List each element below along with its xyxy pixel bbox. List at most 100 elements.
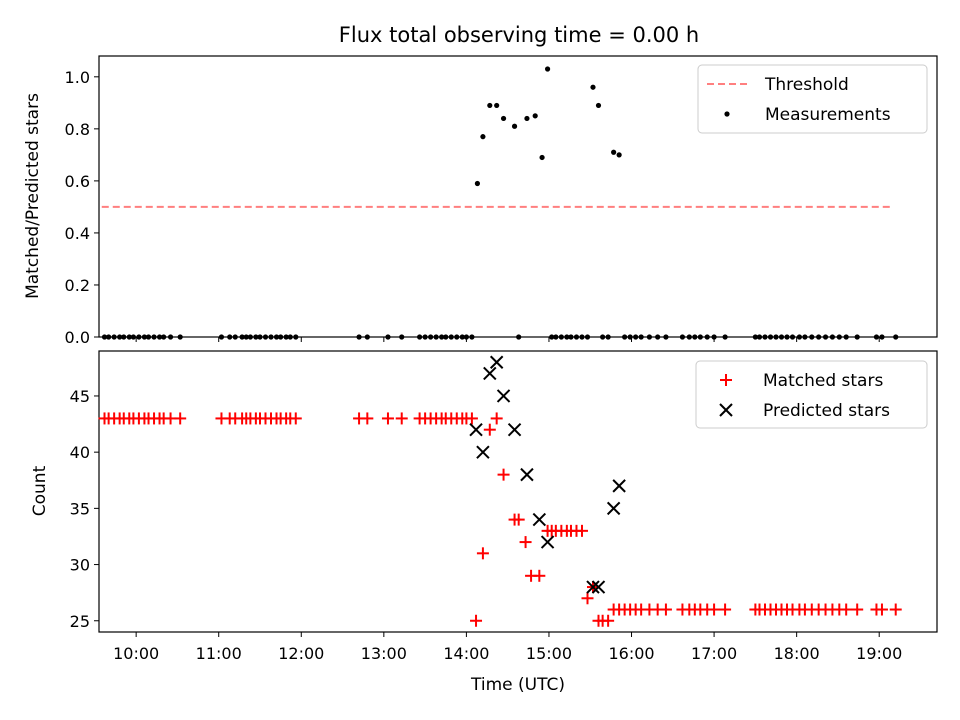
matched-star-point [465, 412, 478, 425]
measurement-point [151, 334, 157, 340]
measurement-point [232, 334, 238, 340]
measurement-point [273, 334, 280, 340]
measurement-point [762, 334, 768, 340]
measurement-point [711, 334, 717, 340]
measurement-point [686, 334, 692, 340]
predicted-star-point [540, 535, 555, 549]
matched-star-point [875, 603, 888, 616]
x-tick-label: 11:00 [196, 644, 242, 663]
measurement-point [789, 334, 796, 340]
measurement-point [579, 334, 585, 340]
measurement-point [463, 334, 469, 340]
measurement-point [773, 334, 779, 340]
bottom-plot-frame [98, 350, 938, 633]
matched-star-point [395, 412, 408, 425]
matched-star-point [708, 603, 721, 616]
measurement-point [692, 334, 698, 340]
predicted-star-point [483, 366, 497, 381]
top-y-tick-label: 0.0 [65, 328, 90, 347]
matched-star-point [476, 547, 489, 560]
measurement-point [524, 115, 530, 122]
measurement-point [480, 134, 486, 140]
top-y-tick-label: 0.4 [65, 224, 90, 243]
measurement-point [239, 334, 245, 340]
top-plot-marks [101, 66, 899, 340]
bottom-x-ticks: 10:00 11:00 12:00 13:00 14:00 15:00 16:00 17:00… [113, 632, 902, 663]
measurement-point [836, 334, 842, 340]
predicted-star-point [507, 422, 522, 437]
measurement-point [854, 334, 860, 340]
measurement-point [663, 334, 669, 340]
measurement-point [459, 334, 465, 340]
x-tick-label: 13:00 [361, 644, 407, 663]
top-legend-box [697, 64, 928, 134]
matched-star-point [659, 603, 672, 616]
top-y-axis-label: Matched/Predicted stars [23, 93, 43, 299]
measurement-point [399, 334, 405, 340]
measurement-point [243, 334, 249, 340]
measurement-point [756, 334, 763, 340]
measurement-point [443, 334, 449, 340]
measurement-point [584, 334, 591, 340]
matched-star-point [575, 524, 588, 537]
bottom-legend: Matched stars Predicted stars [695, 360, 928, 429]
measurement-point [767, 334, 774, 340]
measurement-point [816, 334, 822, 340]
measurement-point [704, 334, 710, 340]
measurement-point [627, 334, 633, 340]
bottom-legend-box [695, 360, 928, 429]
measurement-point [218, 334, 225, 340]
measurement-point [568, 334, 574, 340]
x-tick-label: 15:00 [526, 644, 572, 663]
top-y-tick-label: 0.6 [65, 172, 90, 191]
measurement-point [487, 102, 493, 109]
measurement-point [633, 334, 639, 340]
matched-star-point [840, 603, 853, 616]
predicted-star-point [591, 580, 606, 594]
measurement-point [595, 102, 602, 109]
predicted-star-point [496, 389, 511, 403]
measurement-point [257, 334, 263, 340]
measurement-point [106, 334, 112, 340]
measurement-point [141, 334, 148, 340]
predicted-star-point [532, 512, 547, 527]
matched-star-point [497, 468, 510, 481]
measurement-point [605, 334, 611, 340]
measurement-point [558, 334, 564, 340]
measurement-point [167, 334, 174, 340]
predicted-star-point [520, 467, 534, 482]
matched-star-point [581, 592, 594, 605]
bottom-panel: 25 30 35 40 45 10:00 11:00 12:00 13:00 14:00 15:0… [30, 350, 938, 695]
measurement-point [802, 334, 808, 340]
measurement-point [564, 334, 570, 340]
measurement-point [454, 334, 460, 340]
predicted-star-point [606, 501, 621, 516]
matched-star-point [490, 412, 503, 425]
measurement-point [573, 334, 580, 340]
measurement-point [293, 334, 299, 340]
measurement-point [117, 334, 123, 340]
measurement-point [417, 334, 423, 340]
measurement-point [822, 334, 829, 340]
bottom-y-tick-label: 40 [70, 443, 90, 462]
x-tick-label: 16:00 [608, 644, 654, 663]
matched-star-point [519, 536, 532, 549]
measurement-point [843, 334, 849, 340]
measurement-point [494, 102, 500, 109]
x-axis-label: Time (UTC) [470, 675, 565, 695]
top-panel: 0.0 0.2 0.4 0.6 0.8 1.0 Matched/Predicted sta… [23, 55, 938, 347]
measurement-point [156, 334, 163, 340]
measurement-point [516, 334, 522, 340]
bottom-y-tick-label: 25 [70, 612, 90, 631]
measurement-point [539, 154, 545, 161]
bottom-y-tick-label: 30 [70, 556, 90, 575]
measurement-point [364, 334, 370, 340]
measurement-point [474, 180, 481, 187]
matched-star-point [512, 513, 525, 526]
measurement-point [433, 334, 439, 340]
measurement-point [622, 334, 628, 340]
legend-matched-swatch [720, 374, 732, 386]
measurement-point [616, 152, 622, 158]
predicted-star-point [476, 445, 490, 459]
measurement-point [283, 334, 289, 340]
